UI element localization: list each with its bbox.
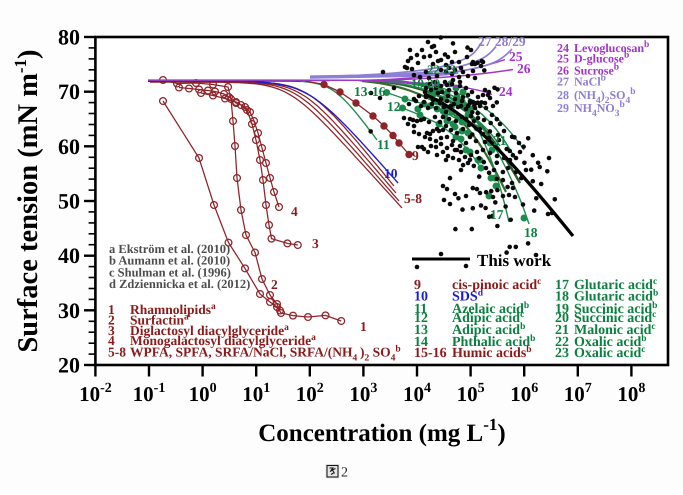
svg-text:1: 1 (360, 319, 367, 334)
svg-text:24: 24 (499, 84, 513, 99)
svg-text:23: 23 (555, 346, 569, 361)
svg-text:2: 2 (341, 466, 348, 481)
svg-text:20: 20 (58, 353, 80, 378)
svg-text:28: 28 (557, 88, 569, 102)
svg-text:60: 60 (58, 134, 80, 159)
svg-text:15-16: 15-16 (414, 346, 447, 361)
svg-text:70: 70 (58, 79, 80, 104)
svg-text:50: 50 (58, 189, 80, 214)
svg-text:4: 4 (291, 204, 298, 219)
svg-text:22 23: 22 23 (427, 62, 457, 77)
svg-text:10: 10 (384, 166, 398, 181)
svg-text:This work: This work (477, 251, 552, 270)
svg-text:2: 2 (271, 277, 278, 292)
svg-text:11: 11 (377, 137, 390, 152)
svg-text:13-16: 13-16 (354, 84, 386, 99)
svg-text:5-8: 5-8 (108, 345, 126, 360)
svg-text:Concentration (mg L-1): Concentration (mg L-1) (258, 415, 505, 447)
svg-text:40: 40 (58, 243, 80, 268)
svg-text:12: 12 (387, 99, 401, 114)
svg-text:3: 3 (312, 236, 319, 251)
svg-text:26: 26 (517, 61, 531, 76)
svg-text:Surface tension (mN m-1): Surface tension (mN m-1) (11, 49, 44, 352)
svg-text:18: 18 (524, 225, 538, 240)
svg-text:27 28/29: 27 28/29 (478, 34, 526, 49)
svg-text:Humic acidsb: Humic acidsb (452, 345, 532, 361)
svg-text:5-8: 5-8 (404, 191, 422, 206)
svg-text:19 20: 19 20 (411, 76, 440, 91)
svg-text:d Zdziennicka et al. (2012): d Zdziennicka et al. (2012) (109, 277, 250, 291)
svg-text:21: 21 (493, 133, 507, 148)
svg-text:30: 30 (58, 298, 80, 323)
svg-text:9: 9 (412, 148, 419, 163)
svg-text:80: 80 (58, 25, 80, 50)
svg-text:Oxalic acidc: Oxalic acidc (574, 345, 646, 361)
svg-text:29: 29 (557, 101, 569, 115)
svg-text:17: 17 (490, 207, 504, 222)
svg-text:27: 27 (557, 75, 569, 89)
